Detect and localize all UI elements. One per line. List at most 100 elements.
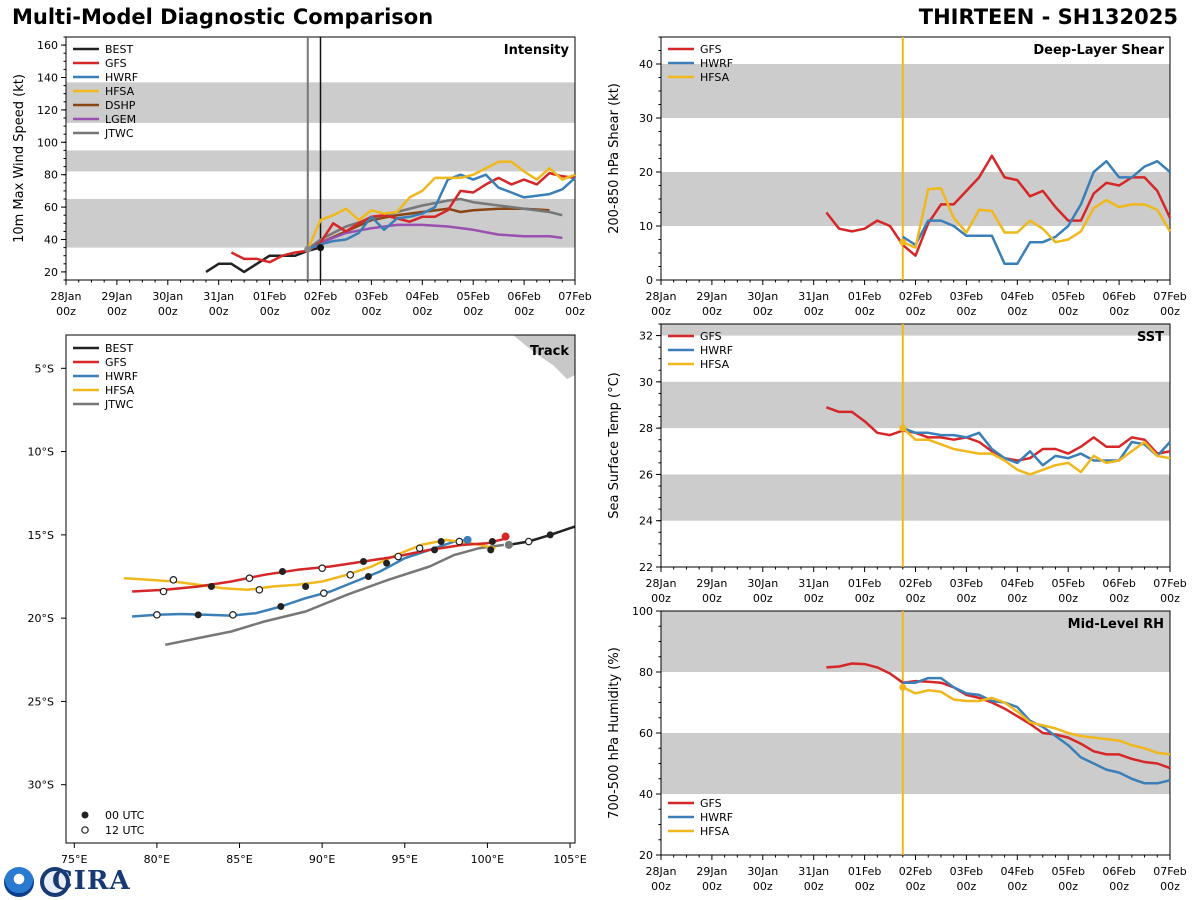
init-point [304, 245, 312, 253]
track-marker-12utc [245, 574, 254, 582]
rh-legend-label: HFSA [700, 825, 730, 838]
shear-xtick-label: 07Feb [1153, 290, 1186, 303]
sst-xtick-label: 00z [804, 592, 824, 605]
shear-xtick-label: 31Jan [798, 290, 829, 303]
rh-ytick-label: 40 [639, 788, 653, 801]
intensity-ytick-label: 80 [44, 169, 58, 182]
track-xtick-label: 95°E [392, 853, 418, 866]
sst-series-hwrf [902, 426, 1171, 467]
sst-xtick-label: 01Feb [848, 577, 881, 590]
sst-legend-label: HWRF [700, 344, 733, 357]
intensity-xtick-label: 04Feb [406, 290, 439, 303]
intensity-xtick-label: 00z [362, 305, 382, 318]
track-xtick-label: 100°E [471, 853, 504, 866]
logo-area: CIRA [4, 866, 130, 898]
rh-xtick-label: 00z [1007, 880, 1027, 893]
track-marker-12utc [153, 611, 161, 619]
track-marker-12utc [318, 564, 326, 572]
track-marker-00utc [487, 546, 495, 554]
sst-xtick-label: 00z [855, 592, 875, 605]
sst-legend-label: HFSA [700, 358, 730, 371]
rh-xtick-label: 28Jan [646, 865, 677, 878]
intensity-xtick-label: 00z [311, 305, 331, 318]
track-ytick-label: 20°S [28, 612, 54, 625]
sst-ytick-label: 24 [639, 515, 653, 528]
rh-xtick-label: 03Feb [950, 865, 983, 878]
rh-xtick-label: 00z [804, 880, 824, 893]
track-panel: 75°E 80°E 85°E 90°E 95°E 100°E 105°E 5°S 10°S 15°… [28, 334, 587, 866]
shear-xtick-label: 00z [855, 305, 875, 318]
track-marker-00utc [278, 568, 286, 576]
track-marker-12utc [394, 552, 402, 561]
sst-xtick-label: 29Jan [696, 577, 727, 590]
shear-title: Deep-Layer Shear [1033, 43, 1164, 58]
track-marker-00utc [488, 538, 496, 546]
marker-legend-00utc-symbol [81, 811, 89, 819]
shear-xtick-label: 30Jan [747, 290, 778, 303]
rh-xtick-label: 00z [906, 880, 926, 893]
storm-id: THIRTEEN - SH132025 [918, 5, 1178, 29]
intensity-legend-label: JTWC [104, 127, 134, 140]
track-marker-00utc [383, 559, 391, 567]
marker-legend-00utc-label: 00 UTC [105, 809, 145, 822]
sst-ytick-label: 30 [639, 376, 653, 389]
shear-series-gfs [825, 154, 1172, 257]
shear-panel: 0 10 20 30 40 28Jan 00z 29Jan 00z 30Jan 00z 31Jan 00… [607, 36, 1187, 318]
rh-ylabel: 700-500 hPa Humidity (%) [607, 647, 622, 819]
rh-xtick-label: 05Feb [1051, 865, 1084, 878]
rh-xtick-label: 02Feb [899, 865, 932, 878]
intensity-ytick-label: 60 [44, 201, 58, 214]
shear-band [661, 172, 1170, 226]
rh-xtick-label: 00z [1058, 880, 1078, 893]
track-marker-12utc [415, 544, 424, 552]
track-marker-12utc [255, 586, 264, 594]
intensity-xtick-label: 06Feb [507, 290, 540, 303]
intensity-legend-label: GFS [105, 57, 127, 70]
rh-title: Mid-Level RH [1068, 617, 1164, 632]
rh-xtick-label: 00z [1109, 880, 1129, 893]
noaa-logo-icon [4, 867, 34, 897]
track-legend-label: JTWC [104, 398, 134, 411]
track-marker-12utc [524, 537, 533, 546]
shear-xtick-label: 00z [1109, 305, 1129, 318]
rh-band [661, 611, 1170, 672]
shear-ytick-label: 40 [639, 58, 653, 71]
shear-xtick-label: 00z [957, 305, 977, 318]
sst-xtick-label: 31Jan [798, 577, 829, 590]
intensity-xtick-label: 28Jan [51, 290, 82, 303]
rh-xtick-label: 00z [702, 880, 722, 893]
sst-xtick-label: 00z [957, 592, 977, 605]
shear-xtick-label: 00z [906, 305, 926, 318]
intensity-ytick-label: 20 [44, 266, 58, 279]
track-frame [65, 334, 576, 844]
rh-legend-label: GFS [700, 797, 722, 810]
sst-xtick-label: 00z [753, 592, 773, 605]
intensity-xtick-label: 07Feb [558, 290, 591, 303]
marker-legend-12utc-label: 12 UTC [105, 824, 145, 837]
shear-xtick-label: 00z [702, 305, 722, 318]
shear-legend-label: HFSA [700, 71, 730, 84]
shear-xtick-label: 04Feb [1001, 290, 1034, 303]
shear-legend-label: GFS [700, 43, 722, 56]
intensity-xtick-label: 02Feb [304, 290, 337, 303]
shear-ytick-label: 20 [639, 166, 653, 179]
track-marker-12utc [320, 589, 328, 597]
intensity-xtick-label: 29Jan [101, 290, 132, 303]
track-marker-12utc [169, 576, 178, 584]
track-xtick-label: 75°E [61, 853, 87, 866]
sst-xtick-label: 00z [1058, 592, 1078, 605]
sst-title: SST [1137, 330, 1164, 345]
intensity-xtick-label: 00z [209, 305, 229, 318]
intensity-xtick-label: 00z [107, 305, 127, 318]
intensity-xtick-label: 00z [260, 305, 280, 318]
rh-series-gfs [826, 662, 1171, 770]
sst-xtick-label: 00z [1109, 592, 1129, 605]
intensity-xtick-label: 05Feb [456, 290, 489, 303]
intensity-ylabel: 10m Max Wind Speed (kt) [12, 74, 27, 243]
shear-series-hwrf [902, 159, 1171, 266]
rh-xtick-label: 04Feb [1001, 865, 1034, 878]
intensity-xtick-label: 30Jan [152, 290, 183, 303]
intensity-xtick-label: 03Feb [355, 290, 388, 303]
rh-legend-label: HWRF [700, 811, 733, 824]
sst-xtick-label: 00z [651, 592, 671, 605]
